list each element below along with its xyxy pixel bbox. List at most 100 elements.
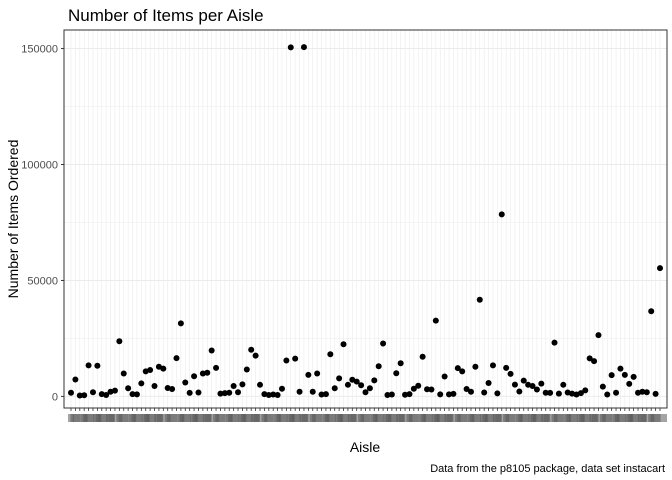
data-point <box>85 362 92 369</box>
data-point <box>89 389 96 396</box>
data-point <box>446 391 453 398</box>
data-point <box>72 376 79 383</box>
y-tick-label: 50000 <box>27 275 58 287</box>
data-point <box>613 389 620 396</box>
data-point <box>182 379 189 386</box>
data-point <box>410 385 417 392</box>
data-point <box>481 389 488 396</box>
data-point <box>230 382 237 389</box>
x-tick-label <box>314 414 329 422</box>
data-point <box>68 389 74 396</box>
data-point <box>103 392 110 399</box>
data-point <box>419 353 426 360</box>
data-point <box>608 372 615 379</box>
chart-caption: Data from the p8105 package, data set in… <box>430 463 665 475</box>
data-point <box>94 362 101 369</box>
data-point <box>204 369 211 376</box>
data-point <box>388 391 395 398</box>
data-point <box>270 391 277 398</box>
data-point <box>485 379 492 386</box>
vertical-gridlines <box>70 30 661 408</box>
x-tick-label <box>169 414 184 422</box>
data-point <box>560 381 567 388</box>
x-tick-label <box>568 414 584 422</box>
data-point <box>489 362 496 369</box>
data-point <box>274 392 281 399</box>
data-point <box>257 381 264 388</box>
x-tick-label <box>507 414 522 422</box>
x-tick-label <box>543 414 557 422</box>
data-point <box>463 385 470 392</box>
data-point <box>643 389 650 396</box>
data-point <box>199 370 206 377</box>
data-point <box>586 355 593 362</box>
x-axis <box>68 408 667 422</box>
data-point <box>138 380 145 387</box>
data-point <box>441 373 448 380</box>
data-point <box>331 385 338 392</box>
data-point <box>604 391 611 398</box>
data-point <box>657 265 663 272</box>
data-point <box>533 386 540 393</box>
data-point <box>459 368 466 375</box>
x-tick-label <box>85 414 101 422</box>
x-tick-label <box>604 414 619 422</box>
x-tick-label <box>327 414 343 422</box>
x-tick-label <box>133 414 149 422</box>
y-tick-label: 150000 <box>21 44 58 56</box>
data-point <box>213 364 220 371</box>
data-point <box>652 390 659 397</box>
x-tick-label <box>156 414 170 422</box>
y-tick-label: 100000 <box>21 160 58 172</box>
x-tick-label <box>350 414 364 422</box>
data-point <box>424 386 431 393</box>
data-point <box>617 365 624 372</box>
data-point <box>235 389 242 396</box>
x-tick-label <box>411 414 426 422</box>
data-point <box>296 388 303 395</box>
data-point <box>318 391 325 398</box>
data-point <box>406 391 413 398</box>
data-point <box>169 385 176 392</box>
x-tick-label <box>266 414 281 422</box>
data-point <box>371 377 378 384</box>
data-point <box>428 386 435 393</box>
data-point <box>239 381 246 388</box>
x-tick-label <box>653 414 667 422</box>
data-point <box>529 382 536 389</box>
data-point <box>520 377 527 384</box>
data-point <box>454 365 461 372</box>
data-point <box>577 390 584 397</box>
x-tick-label <box>640 414 654 422</box>
y-axis: 0 50000 100000 150000 <box>21 44 64 403</box>
data-point <box>300 44 307 51</box>
data-points <box>68 44 663 399</box>
data-point <box>494 390 501 397</box>
data-point <box>366 385 373 392</box>
data-point <box>177 320 184 327</box>
x-axis-title: Aisle <box>350 439 381 455</box>
data-point <box>336 375 343 382</box>
data-point <box>415 382 422 389</box>
data-point <box>208 347 215 354</box>
data-point <box>507 370 514 377</box>
data-point <box>503 364 510 371</box>
data-point <box>450 390 457 397</box>
x-tick-label <box>520 414 536 422</box>
data-point <box>511 381 518 388</box>
data-point <box>327 351 334 358</box>
chart-title: Number of Items per Aisle <box>68 6 264 25</box>
data-point <box>151 382 158 389</box>
data-point <box>344 381 351 388</box>
data-point <box>217 390 224 397</box>
data-point <box>437 391 444 398</box>
data-point <box>467 388 474 395</box>
x-tick-label <box>617 414 633 422</box>
plot-panel <box>63 29 668 409</box>
y-tick-label: 0 <box>52 391 58 403</box>
data-point <box>133 391 140 398</box>
data-point <box>538 380 545 387</box>
x-tick-label <box>278 414 294 422</box>
data-point <box>472 363 479 370</box>
